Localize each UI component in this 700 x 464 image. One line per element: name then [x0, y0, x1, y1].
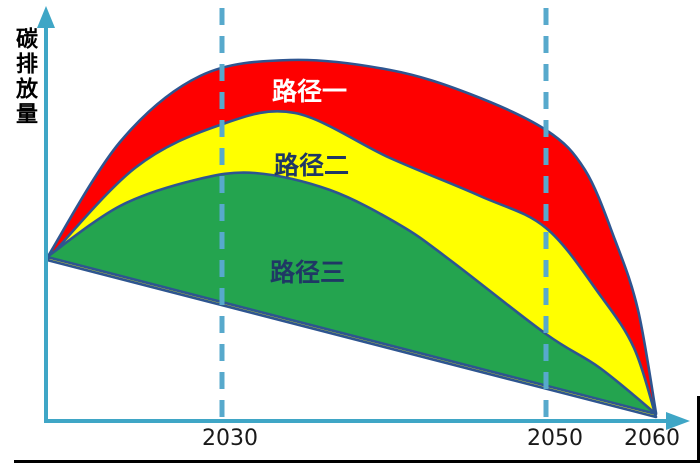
dashed-guides: [219, 8, 549, 418]
x-tick-2060: 2060: [624, 426, 680, 451]
series-label-path3: 路径三: [270, 258, 346, 287]
bottom-border-line: [14, 460, 700, 463]
x-tick-2050: 2050: [527, 426, 583, 451]
series-label-path1: 路径一: [272, 77, 348, 106]
series-label-path2: 路径二: [274, 151, 350, 180]
y-axis-title: 碳排放量: [12, 27, 37, 127]
x-axis-arrowhead-icon: [666, 412, 690, 430]
series-areas: [45, 58, 658, 419]
right-border-line: [697, 396, 700, 463]
axes: [37, 6, 690, 430]
y-axis-arrowhead-icon: [37, 6, 55, 28]
series-area-path3: [45, 171, 658, 416]
x-tick-2030: 2030: [202, 426, 258, 451]
